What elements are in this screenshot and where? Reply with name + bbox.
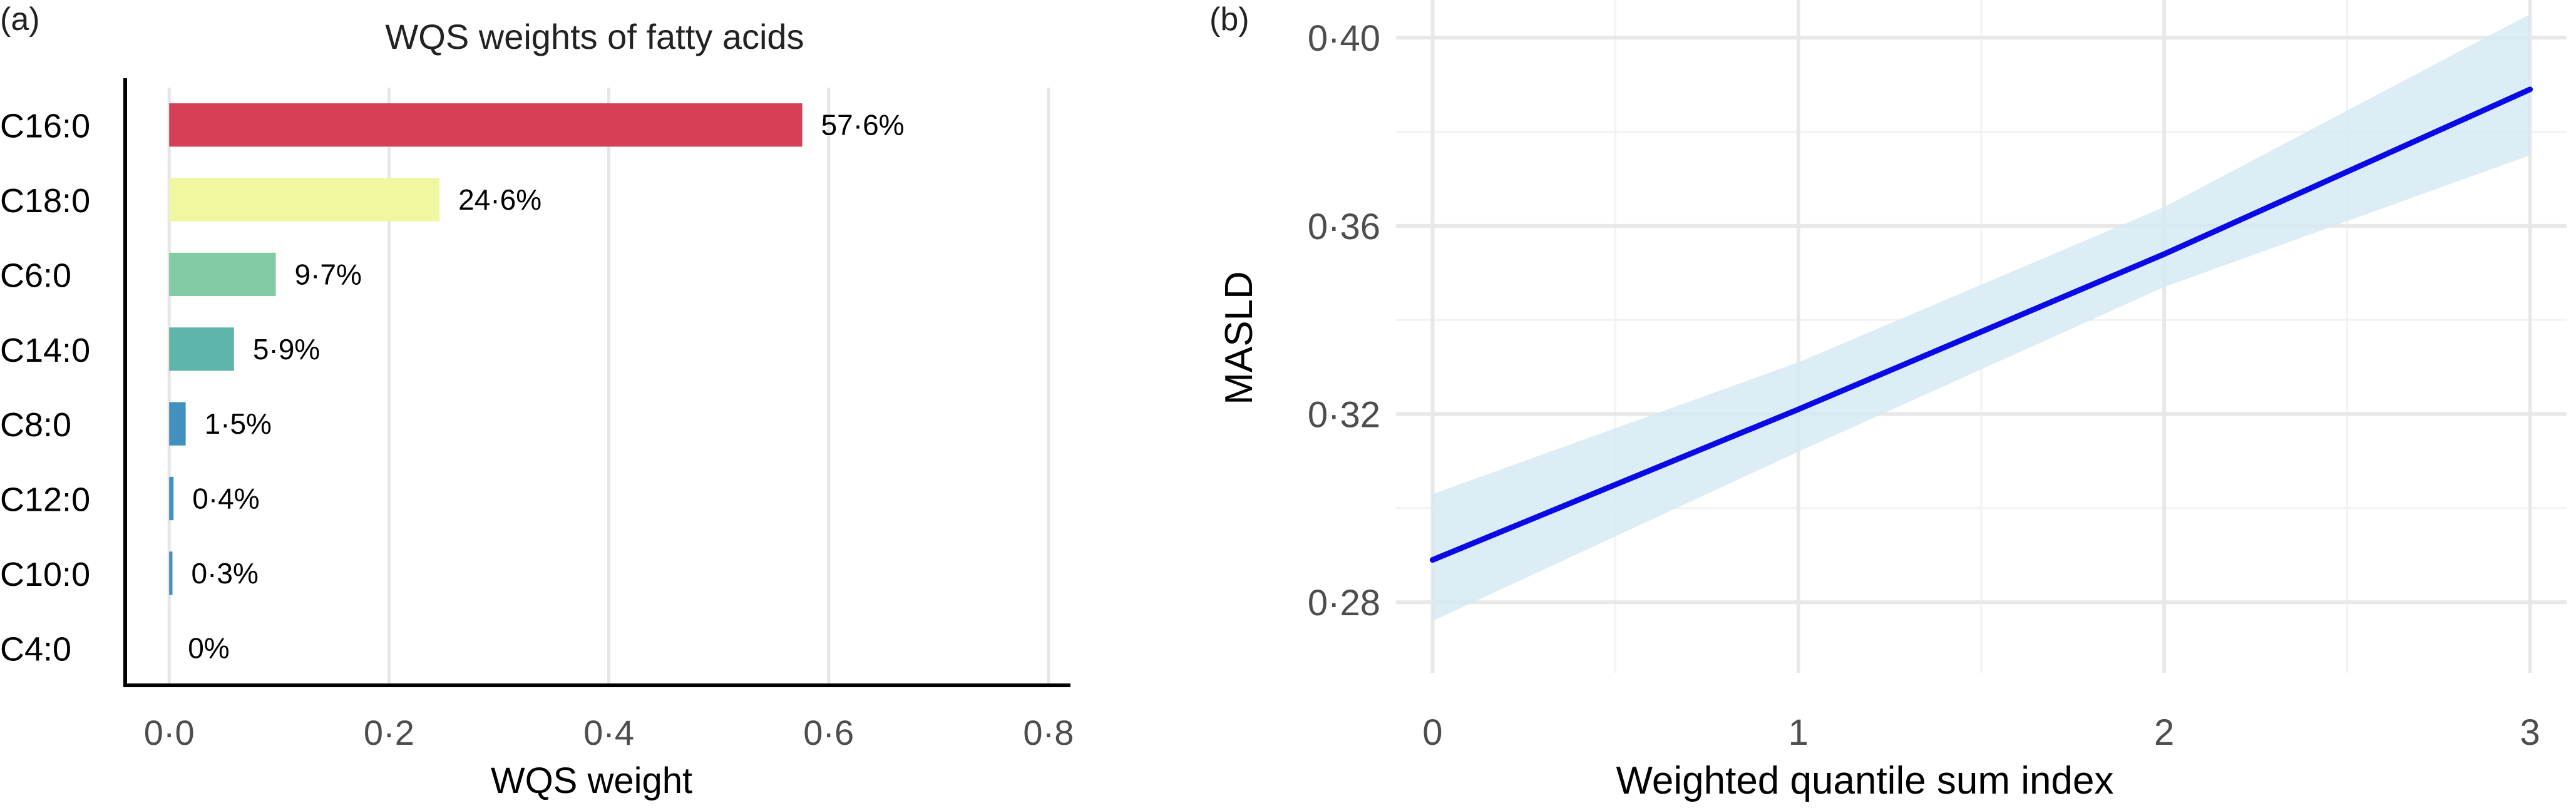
panel-b-fitted-line xyxy=(1429,86,2533,563)
panel-a-x-axis-label: WQS weight xyxy=(491,760,692,801)
panel-a-bar xyxy=(169,327,234,371)
panel-b-x-tick-label: 2 xyxy=(2154,712,2174,753)
panel-a-bar-chart: (a) WQS weights of fatty acids 57·6% 24·6… xyxy=(0,1,1074,801)
panel-a-data-label: 1·5% xyxy=(205,407,272,440)
panel-b-y-tick-label: 0·40 xyxy=(1308,18,1380,59)
panel-b-x-axis-label: Weighted quantile sum index xyxy=(1616,759,2113,802)
panel-b-gridlines xyxy=(1396,0,2567,673)
panel-a-data-label: 0·4% xyxy=(192,483,259,515)
panel-a-data-label: 9·7% xyxy=(295,258,362,290)
panel-a-data-label: 57·6% xyxy=(821,109,905,141)
panel-a-category-label: C4:0 xyxy=(0,630,71,668)
panel-b-x-tick-label: 3 xyxy=(2520,712,2540,753)
panel-a-category-label: C14:0 xyxy=(0,332,90,369)
panel-b-x-tick-label: 1 xyxy=(1788,712,1809,753)
panel-a-bar xyxy=(169,252,276,297)
panel-a-bars xyxy=(169,103,803,595)
panel-b-label: (b) xyxy=(1209,1,1250,38)
panel-b-x-tick-label: 0 xyxy=(1422,712,1442,753)
panel-a-x-tick-label: 0·8 xyxy=(1023,713,1074,752)
panel-a-data-labels: 57·6% 24·6% 9·7% 5·9% 1·5% 0·4% 0·3% 0% xyxy=(188,109,904,665)
panel-a-data-label: 0% xyxy=(188,632,229,664)
panel-a-bar xyxy=(169,476,174,521)
panel-a-data-label: 24·6% xyxy=(458,183,541,216)
panel-b-y-tick-labels: 0·28 0·32 0·36 0·40 xyxy=(1308,18,1380,623)
panel-a-category-label: C18:0 xyxy=(0,182,90,220)
panel-a-data-label: 0·3% xyxy=(192,557,259,590)
panel-b-y-tick-label: 0·32 xyxy=(1308,395,1380,436)
panel-a-bar xyxy=(169,402,186,446)
panel-a-category-label: C16:0 xyxy=(0,108,90,145)
panel-a-x-tick-label: 0·4 xyxy=(583,713,634,752)
panel-a-category-label: C8:0 xyxy=(0,406,71,444)
panel-a-title: WQS weights of fatty acids xyxy=(385,17,804,56)
panel-a-bar xyxy=(169,551,173,595)
panel-a-x-tick-labels: 0·0 0·2 0·4 0·6 0·8 xyxy=(144,713,1074,752)
panel-a-x-tick-label: 0·2 xyxy=(364,713,414,752)
panel-b-y-axis-label: MASLD xyxy=(1218,271,1261,405)
panel-b-y-tick-label: 0·36 xyxy=(1308,207,1380,247)
panel-a-label: (a) xyxy=(0,1,40,38)
panel-a-category-label: C12:0 xyxy=(0,481,90,519)
panel-a-category-label: C10:0 xyxy=(0,556,90,593)
panel-a-x-tick-label: 0·6 xyxy=(803,713,854,752)
panel-a-bar xyxy=(169,103,803,147)
panel-b-confidence-band xyxy=(1432,14,2530,621)
panel-b-x-tick-labels: 0 1 2 3 xyxy=(1422,712,2540,753)
panel-a-data-label: 5·9% xyxy=(253,333,320,366)
panel-b-y-tick-label: 0·28 xyxy=(1308,583,1380,623)
panel-a-category-label: C6:0 xyxy=(0,257,71,294)
panel-a-bar xyxy=(169,178,440,222)
panel-a-x-tick-label: 0·0 xyxy=(144,713,195,752)
panel-b-line-chart: (b) 0·28 0·32 0·36 0·40 0 1 2 3 Weighted quant… xyxy=(1209,0,2567,802)
panel-a-category-labels: C16:0 C18:0 C6:0 C14:0 C8:0 C12:0 C10:0 C4:0 xyxy=(0,108,90,668)
